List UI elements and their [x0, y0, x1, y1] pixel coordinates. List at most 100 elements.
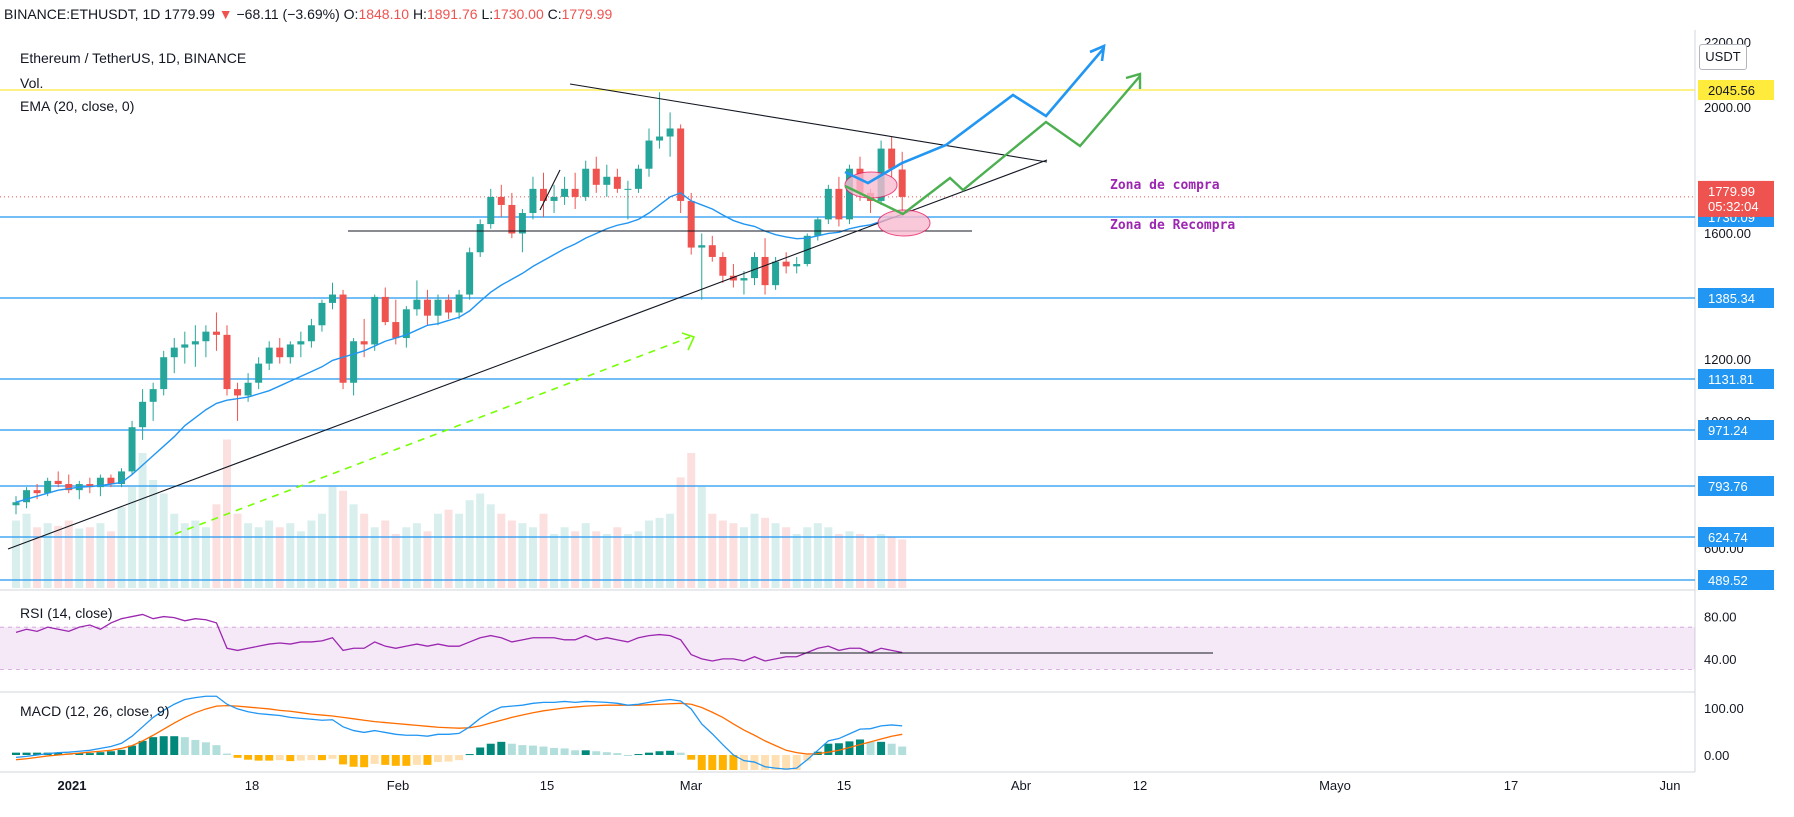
candle-body	[898, 169, 906, 197]
macd-histogram-bar	[792, 755, 801, 770]
macd-histogram-bar	[244, 755, 253, 760]
axes: 2200.002000.001600.001200.001000.00600.0…	[58, 35, 1774, 793]
candle-body	[297, 341, 305, 345]
price-level-value: 489.52	[1708, 573, 1748, 588]
open-value: 1848.10	[358, 6, 410, 22]
volume-bar	[708, 513, 717, 588]
candle-body	[286, 344, 294, 358]
volume-bar	[370, 527, 379, 588]
candle-body	[666, 128, 674, 137]
candle-body	[86, 484, 94, 488]
macd-histogram-bar	[550, 747, 559, 755]
candle-body	[529, 188, 537, 214]
volume-bar	[349, 504, 358, 588]
macd-histogram-bar	[676, 752, 685, 755]
macd-histogram-bar	[581, 750, 590, 755]
macd-signal-line	[15, 702, 903, 761]
volume-legend[interactable]: Vol.	[20, 75, 44, 91]
rsi-pane	[15, 613, 1213, 662]
candle-body	[634, 168, 642, 189]
macd-histogram-bar	[824, 743, 833, 755]
candle-body	[339, 294, 347, 383]
candle-body	[518, 213, 526, 234]
macd-histogram-bar	[412, 755, 421, 765]
volume-bar	[739, 527, 748, 588]
price-level-value: 624.74	[1708, 530, 1748, 545]
horizontal-levels	[0, 89, 1695, 581]
macd-pane	[12, 695, 907, 770]
macd-histogram-bar	[138, 740, 147, 755]
candle-body	[307, 325, 315, 342]
low-value: 1730.00	[493, 6, 544, 22]
time-axis-tick: 17	[1504, 778, 1518, 793]
zone-rebuy-ellipse	[877, 209, 931, 237]
candle-body	[118, 471, 125, 485]
macd-histogram-bar	[370, 755, 379, 764]
time-axis-tick: Feb	[387, 778, 409, 793]
volume-bar	[518, 523, 527, 588]
candle-body	[698, 245, 706, 248]
chart-title[interactable]: Ethereum / TetherUS, 1D, BINANCE	[20, 50, 247, 66]
ema-legend[interactable]: EMA (20, close, 0)	[20, 98, 135, 114]
candle-body	[761, 256, 769, 286]
macd-histogram-bar	[507, 743, 516, 755]
macd-histogram-bar	[201, 742, 210, 755]
zone-rebuy-label: Zona de Recompra	[1110, 218, 1236, 233]
macd-histogram-bar	[476, 747, 485, 755]
volume-bar	[750, 513, 759, 588]
volume-bar	[381, 520, 390, 588]
candle-body	[202, 331, 210, 342]
volume-bar	[539, 513, 548, 588]
candle-body	[603, 176, 611, 185]
price-level-value: 971.24	[1708, 423, 1748, 438]
macd-histogram-bar	[687, 755, 696, 760]
candle-body	[571, 188, 579, 197]
volume-bar	[54, 525, 63, 588]
rsi-legend[interactable]: RSI (14, close)	[20, 605, 113, 621]
ema-line	[15, 192, 903, 503]
time-axis-tick: 12	[1133, 778, 1147, 793]
candle-body	[508, 204, 516, 234]
volume-bar	[877, 534, 886, 588]
volume-bar	[22, 513, 31, 588]
candles	[12, 92, 906, 515]
macd-histogram-bar	[592, 751, 601, 755]
candle-body	[265, 347, 273, 364]
candle-body	[276, 347, 284, 358]
currency-unit-button[interactable]: USDT	[1699, 44, 1747, 70]
macd-histogram-bar	[286, 755, 295, 762]
ascending-trendline	[7, 159, 1048, 550]
candle-body	[835, 188, 843, 220]
volume-bars	[12, 439, 907, 588]
candle-body	[96, 477, 104, 488]
volume-bar	[180, 523, 189, 588]
volume-bar	[85, 527, 94, 588]
volume-bar	[687, 453, 696, 588]
macd-histogram-bar	[85, 753, 94, 755]
volume-bar	[275, 527, 284, 588]
last-price: 1779.99	[164, 6, 215, 22]
price-level-tag	[1698, 80, 1774, 100]
candle-body	[845, 168, 853, 220]
volume-bar	[412, 523, 421, 588]
price-level-tag	[1698, 288, 1774, 308]
macd-histogram-bar	[54, 752, 63, 755]
macd-histogram-bar	[349, 755, 358, 767]
candle-body	[592, 168, 600, 185]
macd-histogram-bar	[486, 743, 495, 755]
close-value: 1779.99	[561, 6, 613, 22]
macd-histogram-bar	[434, 755, 442, 763]
macd-histogram-bar	[317, 755, 326, 761]
candle-body	[128, 427, 136, 472]
macd-legend[interactable]: MACD (12, 26, close, 9)	[20, 703, 170, 719]
macd-histogram-bar	[328, 755, 337, 759]
macd-histogram-bar	[128, 745, 137, 755]
macd-histogram-bar	[22, 752, 31, 755]
macd-histogram-bar	[771, 755, 780, 770]
symbol-label: BINANCE:ETHUSDT, 1D	[4, 6, 161, 22]
blue-arrow-icon	[1089, 43, 1106, 62]
candle-body	[350, 341, 358, 383]
candle-body	[729, 275, 737, 281]
dashed-projection-line	[174, 336, 691, 535]
